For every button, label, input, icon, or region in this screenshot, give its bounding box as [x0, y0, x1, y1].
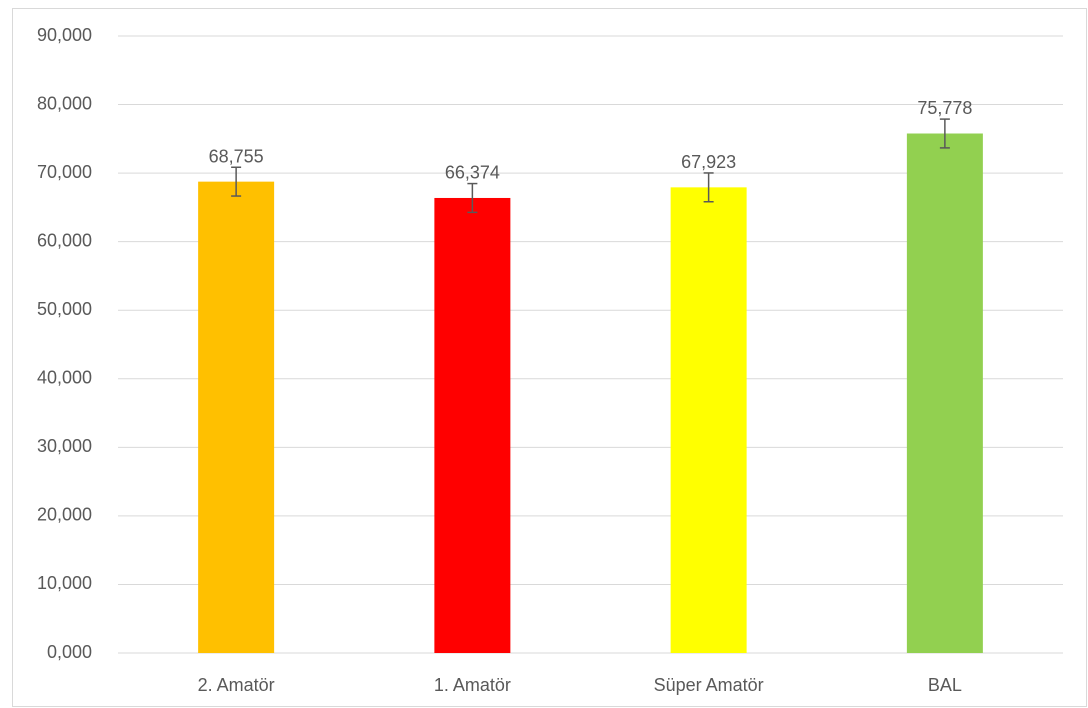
data-label: 67,923 [681, 152, 736, 172]
error-bar [703, 172, 714, 203]
error-bar [231, 166, 242, 197]
data-label: 75,778 [917, 98, 972, 118]
bar [434, 197, 511, 653]
y-tick-label: 80,000 [37, 93, 92, 113]
x-tick-label: BAL [928, 675, 962, 695]
y-tick-label: 20,000 [37, 505, 92, 525]
x-tick-label: 2. Amatör [198, 675, 275, 695]
x-tick-label: 1. Amatör [434, 675, 511, 695]
y-tick-label: 50,000 [37, 299, 92, 319]
bar [198, 181, 275, 653]
data-label: 66,374 [445, 163, 500, 183]
error-bar [467, 182, 478, 214]
y-tick-label: 90,000 [37, 25, 92, 45]
bar [670, 187, 747, 653]
y-tick-label: 60,000 [37, 230, 92, 250]
y-tick-label: 0,000 [47, 642, 92, 662]
chart-border [12, 8, 1087, 707]
y-tick-label: 70,000 [37, 162, 92, 182]
y-tick-label: 10,000 [37, 573, 92, 593]
x-tick-label: Süper Amatör [654, 675, 764, 695]
y-tick-label: 40,000 [37, 368, 92, 388]
y-tick-label: 30,000 [37, 436, 92, 456]
bar [906, 133, 983, 654]
error-bar [939, 118, 950, 149]
data-label: 68,755 [209, 146, 264, 166]
